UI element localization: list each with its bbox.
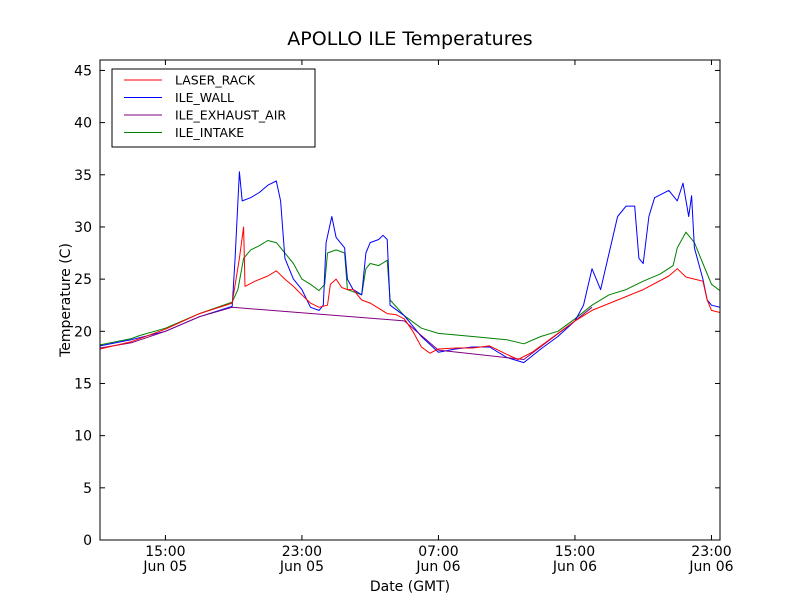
y-tick-label: 25 bbox=[74, 272, 92, 288]
y-tick-label: 30 bbox=[74, 220, 92, 236]
y-tick-label: 40 bbox=[74, 116, 92, 132]
x-tick-time-label: 15:00 bbox=[145, 544, 185, 560]
y-tick-label: 45 bbox=[74, 63, 92, 79]
y-tick-label: 5 bbox=[83, 481, 92, 497]
plot-area bbox=[100, 171, 720, 364]
chart-title: APOLLO ILE Temperatures bbox=[287, 28, 532, 50]
legend-label: ILE_WALL bbox=[175, 90, 234, 105]
x-tick-time-label: 23:00 bbox=[282, 544, 322, 560]
x-axis-label: Date (GMT) bbox=[370, 579, 450, 595]
legend-frame bbox=[111, 68, 316, 148]
y-tick-label: 20 bbox=[74, 324, 92, 340]
x-tick-date-label: Jun 06 bbox=[552, 559, 597, 575]
y-tick-label: 0 bbox=[83, 533, 92, 549]
x-tick-date-label: Jun 06 bbox=[415, 559, 460, 575]
legend-label: ILE_INTAKE bbox=[175, 125, 244, 140]
plot-frame bbox=[99, 59, 721, 541]
series-line-ile-intake bbox=[100, 231, 720, 346]
x-tick-date-label: Jun 06 bbox=[688, 559, 733, 575]
y-tick-label: 15 bbox=[74, 376, 92, 392]
series-line-ile-wall bbox=[100, 171, 720, 364]
y-axis-label: Temperature (C) bbox=[58, 243, 74, 358]
x-tick-date-label: Jun 05 bbox=[142, 559, 187, 575]
y-tick-label: 35 bbox=[74, 168, 92, 184]
series-line-laser-rack bbox=[100, 226, 720, 360]
legend-label: ILE_EXHAUST_AIR bbox=[175, 108, 286, 123]
x-tick-time-label: 07:00 bbox=[418, 544, 458, 560]
legend: LASER_RACK ILE_WALL ILE_EXHAUST_AIR ILE_INT… bbox=[111, 68, 316, 148]
x-tick-date-label: Jun 05 bbox=[279, 559, 324, 575]
legend-label: LASER_RACK bbox=[175, 73, 256, 88]
x-tick-time-label: 15:00 bbox=[555, 544, 595, 560]
x-tick-time-label: 23:00 bbox=[691, 544, 731, 560]
y-tick-label: 10 bbox=[74, 429, 92, 445]
